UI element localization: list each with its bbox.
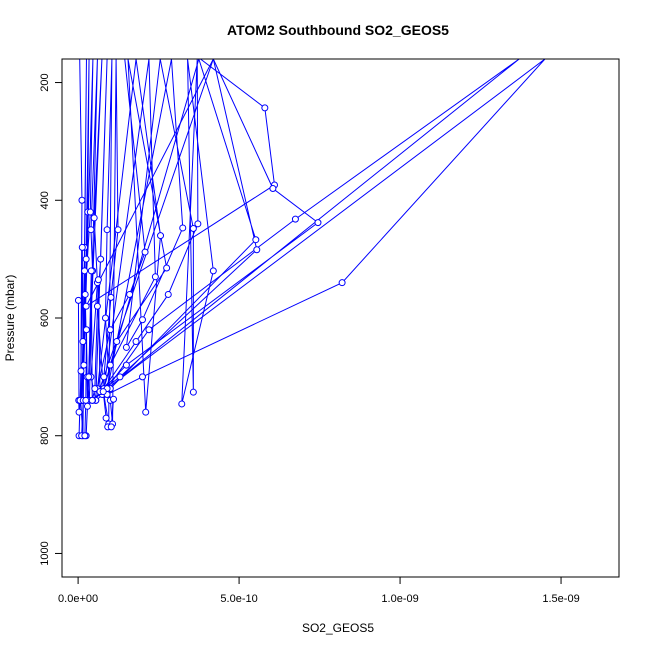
- data-point: [94, 276, 102, 284]
- data-point: [80, 361, 88, 369]
- x-axis: 0.0e+00 5.0e-10 1.0e-09 1.5e-09: [58, 576, 580, 605]
- data-point: [122, 361, 130, 369]
- data-point: [77, 367, 85, 375]
- data-point: [126, 290, 134, 298]
- data-point: [157, 232, 165, 240]
- data-point: [122, 343, 130, 351]
- chart-title: ATOM2 Southbound SO2_GEOS5: [227, 22, 449, 38]
- data-point: [100, 373, 108, 381]
- data-point: [110, 395, 118, 403]
- data-point: [101, 314, 109, 322]
- data-point: [138, 316, 146, 324]
- data-point: [113, 338, 121, 346]
- data-point: [107, 293, 115, 301]
- data-point: [87, 226, 95, 234]
- x-tick-label: 0.0e+00: [58, 593, 98, 605]
- data-point: [106, 326, 114, 334]
- data-point: [82, 326, 90, 334]
- data-point: [82, 255, 90, 263]
- data-point: [91, 385, 99, 393]
- data-point: [209, 267, 217, 275]
- data-point: [97, 255, 105, 263]
- y-axis-label: Pressure (mbar): [3, 275, 17, 362]
- x-tick-label: 1.0e-09: [381, 593, 418, 605]
- data-point: [253, 246, 261, 254]
- data-point: [164, 290, 172, 298]
- data-point: [145, 326, 153, 334]
- data-point: [74, 296, 82, 304]
- data-point: [116, 373, 124, 381]
- data-point: [132, 338, 140, 346]
- data-point: [314, 219, 322, 227]
- plot-points: [74, 104, 346, 440]
- x-tick-label: 1.5e-09: [542, 593, 579, 605]
- data-point: [142, 408, 150, 416]
- data-point: [179, 224, 187, 232]
- data-point: [194, 220, 202, 228]
- data-point: [85, 373, 93, 381]
- data-point: [88, 396, 96, 404]
- data-point: [141, 248, 149, 256]
- y-tick-label: 600: [39, 309, 51, 327]
- data-point: [163, 264, 171, 272]
- data-point: [338, 279, 346, 287]
- data-point: [252, 236, 260, 244]
- data-point: [81, 432, 89, 440]
- data-point: [90, 214, 98, 222]
- data-point: [86, 208, 94, 216]
- data-point: [189, 225, 197, 233]
- data-point: [81, 290, 89, 298]
- data-point: [93, 302, 101, 310]
- data-point: [261, 104, 269, 112]
- data-point: [106, 361, 114, 369]
- data-point: [103, 226, 111, 234]
- data-point: [82, 396, 90, 404]
- data-point: [102, 414, 110, 422]
- data-point: [291, 215, 299, 223]
- data-point: [78, 196, 86, 204]
- data-point: [138, 373, 146, 381]
- data-point: [79, 338, 87, 346]
- data-point: [114, 226, 122, 234]
- y-tick-label: 200: [39, 73, 51, 91]
- y-axis: 200 400 600 800 1000: [39, 73, 63, 566]
- data-point: [75, 408, 83, 416]
- data-point: [81, 267, 89, 275]
- y-tick-label: 800: [39, 427, 51, 445]
- data-point: [189, 388, 197, 396]
- x-tick-label: 5.0e-10: [220, 593, 257, 605]
- data-point: [87, 267, 95, 275]
- y-tick-label: 1000: [39, 541, 51, 565]
- data-point: [107, 423, 115, 431]
- data-point: [151, 273, 159, 281]
- data-point: [83, 402, 91, 410]
- data-point: [269, 185, 277, 192]
- x-axis-label: SO2_GEOS5: [302, 621, 374, 635]
- data-point: [99, 388, 107, 396]
- data-point: [78, 243, 86, 251]
- data-point: [178, 400, 186, 408]
- y-tick-label: 400: [39, 191, 51, 209]
- data-point: [82, 302, 90, 310]
